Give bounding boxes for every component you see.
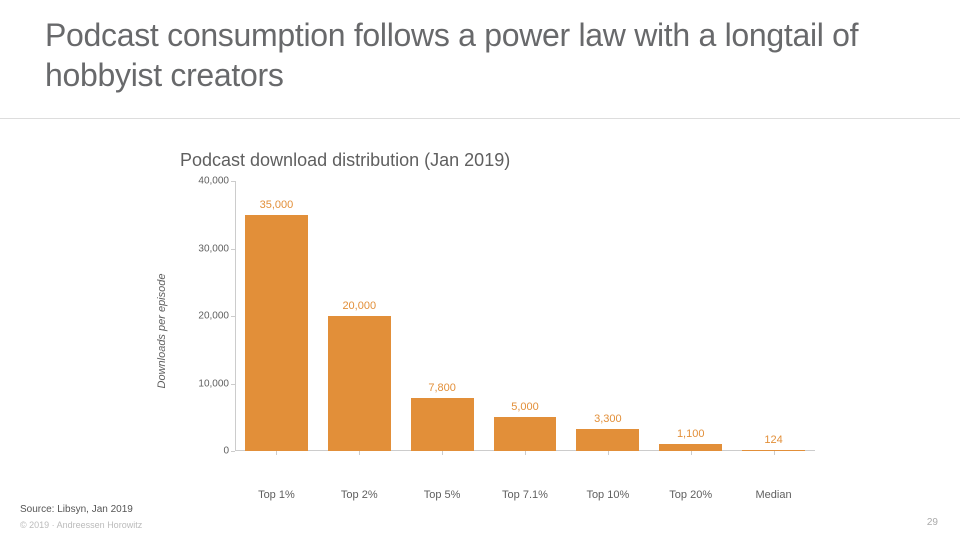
bar-value-label: 124 [732, 434, 815, 446]
x-tick-label: Top 7.1% [484, 489, 567, 501]
y-tick-label: 30,000 [198, 243, 229, 254]
plot-area: 35,000 20,000 7,8005,0003,3001,100124 [235, 181, 815, 451]
x-tick-mark [442, 451, 443, 455]
bar-slot: 20,000 [318, 181, 401, 451]
y-tick-label: 20,000 [198, 311, 229, 322]
x-tick-mark [774, 451, 775, 455]
slide: { "title": "Podcast consumption follows … [0, 0, 960, 540]
bar-slot: 3,300 [566, 181, 649, 451]
bar [245, 215, 308, 451]
x-tick-mark [608, 451, 609, 455]
bar-slot: 124 [732, 181, 815, 451]
x-tick-label: Top 20% [649, 489, 732, 501]
x-tick-mark [359, 451, 360, 455]
y-tick-label: 40,000 [198, 176, 229, 187]
bar-slot: 7,800 [401, 181, 484, 451]
y-tick-mark [231, 451, 235, 452]
y-tick-mark [231, 384, 235, 385]
bar-value-label: 5,000 [484, 401, 567, 413]
bar-value-label: 35,000 [235, 199, 318, 211]
bar [411, 398, 474, 451]
chart-title: Podcast download distribution (Jan 2019) [180, 150, 820, 171]
copyright-text: © 2019 · Andreessen Horowitz [20, 520, 142, 530]
x-tick-label: Top 2% [318, 489, 401, 501]
bar-value-label: 20,000 [318, 300, 401, 312]
bar-value-label: 1,100 [649, 428, 732, 440]
bars: 35,000 20,000 7,8005,0003,3001,100124 [235, 181, 815, 451]
bar-slot: 35,000 [235, 181, 318, 451]
page-number: 29 [927, 517, 938, 528]
bar [659, 444, 722, 451]
y-tick-mark [231, 249, 235, 250]
y-tick-label: 0 [223, 446, 229, 457]
bar-slot: 5,000 [484, 181, 567, 451]
bar-slot: 1,100 [649, 181, 732, 451]
chart-plot: Downloads per episode 010,00020,00030,00… [180, 181, 820, 481]
x-tick-mark [276, 451, 277, 455]
x-tick-mark [525, 451, 526, 455]
bar [494, 417, 557, 451]
bar-value-label: 7,800 [401, 382, 484, 394]
chart-ylabel: Downloads per episode [156, 274, 168, 389]
x-tick-label: Median [732, 489, 815, 501]
y-tick-mark [231, 181, 235, 182]
divider [0, 118, 960, 119]
bar-value-label: 3,300 [566, 413, 649, 425]
x-tick-label: Top 1% [235, 489, 318, 501]
y-ticks: 010,00020,00030,00040,000 [180, 181, 235, 451]
bar [328, 316, 391, 451]
source-text: Source: Libsyn, Jan 2019 [20, 504, 133, 515]
y-tick-label: 10,000 [198, 378, 229, 389]
bar [576, 429, 639, 451]
x-tick-mark [691, 451, 692, 455]
y-tick-mark [231, 316, 235, 317]
x-tick-label: Top 5% [401, 489, 484, 501]
chart: Podcast download distribution (Jan 2019)… [180, 150, 820, 490]
slide-title: Podcast consumption follows a power law … [45, 15, 915, 95]
x-labels: Top 1%Top 2%Top 5%Top 7.1%Top 10%Top 20%… [235, 483, 815, 503]
x-tick-label: Top 10% [566, 489, 649, 501]
